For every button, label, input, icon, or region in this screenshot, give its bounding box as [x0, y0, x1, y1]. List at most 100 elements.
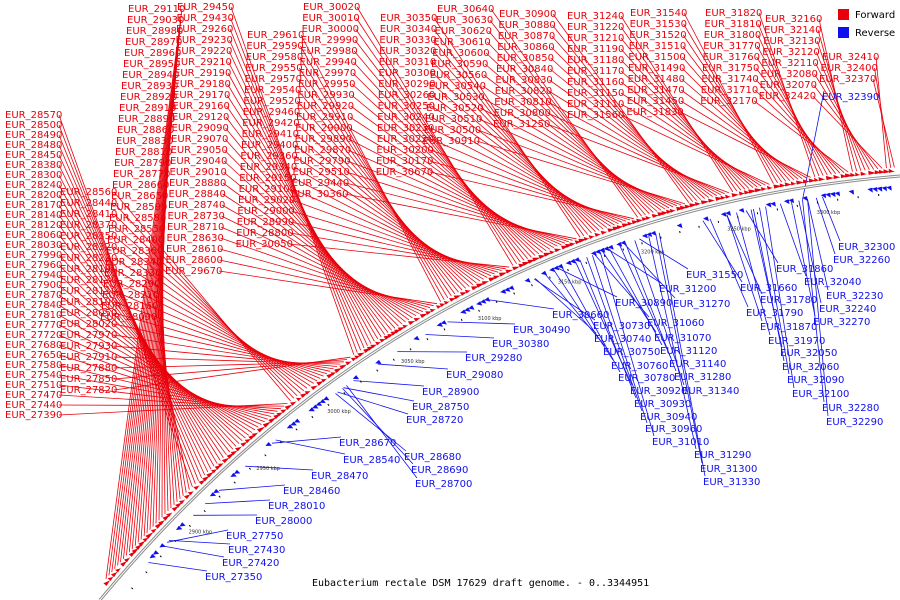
forward-gene-label[interactable]: EUR_32170 — [700, 96, 757, 107]
forward-gene-label[interactable]: EUR_30840 — [496, 64, 553, 75]
forward-gene-label[interactable]: EUR_27990 — [5, 250, 62, 261]
forward-gene-label[interactable]: EUR_28980 — [126, 26, 183, 37]
reverse-gene-label[interactable]: EUR_30730 — [593, 321, 650, 332]
forward-gene-label[interactable]: EUR_29450 — [177, 2, 234, 13]
forward-gene-label[interactable]: EUR_27650 — [5, 350, 62, 361]
forward-gene-label[interactable]: EUR_29150 — [239, 173, 296, 184]
forward-gene-label[interactable]: EUR_28210 — [102, 290, 159, 301]
forward-gene-label[interactable]: EUR_29910 — [296, 112, 353, 123]
forward-gene-label[interactable]: EUR_28490 — [5, 130, 62, 141]
forward-gene-label[interactable]: EUR_28170 — [5, 200, 62, 211]
forward-gene-label[interactable]: EUR_27880 — [60, 363, 117, 374]
forward-gene-label[interactable]: EUR_27470 — [5, 390, 62, 401]
forward-gene-label[interactable]: EUR_29980 — [300, 46, 357, 57]
forward-gene-label[interactable]: EUR_28660 — [112, 180, 169, 191]
forward-gene-label[interactable]: EUR_29540 — [244, 85, 301, 96]
forward-gene-label[interactable]: EUR_29360 — [240, 151, 297, 162]
reverse-gene-label[interactable]: EUR_27420 — [222, 558, 279, 569]
forward-gene-label[interactable]: EUR_32110 — [761, 58, 818, 69]
forward-gene-label[interactable]: EUR_28120 — [5, 220, 62, 231]
forward-gene-label[interactable]: EUR_31450 — [627, 96, 684, 107]
forward-gene-label[interactable]: EUR_29190 — [174, 68, 231, 79]
reverse-gene-label[interactable]: EUR_31200 — [659, 284, 716, 295]
reverse-gene-label[interactable]: EUR_32280 — [822, 403, 879, 414]
forward-gene-label[interactable]: EUR_28950 — [123, 59, 180, 70]
forward-gene-label[interactable]: EUR_28100 — [60, 297, 117, 308]
reverse-gene-label[interactable]: EUR_30740 — [594, 334, 651, 345]
reverse-gene-label[interactable]: EUR_32090 — [787, 375, 844, 386]
forward-gene-label[interactable]: EUR_28380 — [5, 160, 62, 171]
forward-gene-label[interactable]: EUR_29590 — [246, 41, 303, 52]
reverse-gene-label[interactable]: EUR_32060 — [782, 362, 839, 373]
forward-gene-label[interactable]: EUR_30540 — [429, 81, 486, 92]
reverse-gene-label[interactable]: EUR_32240 — [819, 304, 876, 315]
forward-gene-label[interactable]: EUR_32130 — [763, 36, 820, 47]
forward-gene-label[interactable]: EUR_30510 — [425, 114, 482, 125]
forward-gene-label[interactable]: EUR_30640 — [437, 4, 494, 15]
forward-gene-label[interactable]: EUR_28030 — [5, 240, 62, 251]
forward-gene-label[interactable]: EUR_28320 — [60, 242, 117, 253]
forward-gene-label[interactable]: EUR_27680 — [5, 340, 62, 351]
forward-gene-label[interactable]: EUR_28920 — [120, 92, 177, 103]
reverse-gene-label[interactable]: EUR_30780 — [618, 373, 675, 384]
reverse-gene-label[interactable]: EUR_31060 — [647, 318, 704, 329]
forward-gene-label[interactable]: EUR_29670 — [165, 266, 222, 277]
reverse-gene-label[interactable]: EUR_31790 — [746, 308, 803, 319]
forward-gene-label[interactable]: EUR_30530 — [427, 92, 484, 103]
forward-gene-label[interactable]: EUR_30290 — [378, 79, 435, 90]
reverse-gene-label[interactable]: EUR_30660 — [552, 310, 609, 321]
forward-gene-label[interactable]: EUR_30170 — [376, 156, 433, 167]
reverse-gene-label[interactable]: EUR_31870 — [760, 322, 817, 333]
forward-gene-label[interactable]: EUR_31820 — [705, 8, 762, 19]
forward-gene-label[interactable]: EUR_28580 — [109, 213, 166, 224]
forward-gene-label[interactable]: EUR_31220 — [567, 22, 624, 33]
forward-gene-label[interactable]: EUR_30830 — [495, 75, 552, 86]
forward-gene-label[interactable]: EUR_28110 — [60, 286, 117, 297]
forward-gene-label[interactable]: EUR_28160 — [101, 301, 158, 312]
forward-gene-label[interactable]: EUR_29550 — [245, 63, 302, 74]
forward-gene-label[interactable]: EUR_29040 — [170, 156, 227, 167]
reverse-gene-label[interactable]: EUR_31070 — [654, 333, 711, 344]
forward-gene-label[interactable]: EUR_28710 — [167, 222, 224, 233]
forward-gene-label[interactable]: EUR_28360 — [106, 246, 163, 257]
forward-gene-label[interactable]: EUR_30560 — [430, 70, 487, 81]
forward-gene-label[interactable]: EUR_30200 — [376, 145, 433, 156]
forward-gene-label[interactable]: EUR_28130 — [60, 275, 117, 286]
forward-gene-label[interactable]: EUR_27850 — [60, 374, 117, 385]
forward-gene-label[interactable]: EUR_29990 — [301, 35, 358, 46]
reverse-gene-label[interactable]: EUR_31010 — [652, 437, 709, 448]
reverse-gene-label[interactable]: EUR_30960 — [645, 424, 702, 435]
forward-gene-label[interactable]: EUR_28830 — [116, 136, 173, 147]
forward-gene-label[interactable]: EUR_28600 — [166, 255, 223, 266]
forward-gene-label[interactable]: EUR_31560 — [567, 110, 624, 121]
forward-gene-label[interactable]: EUR_30860 — [497, 42, 554, 53]
forward-gene-label[interactable]: EUR_29170 — [173, 90, 230, 101]
forward-gene-label[interactable]: EUR_31250 — [493, 119, 550, 130]
forward-gene-label[interactable]: EUR_28480 — [5, 140, 62, 151]
forward-gene-label[interactable]: EUR_31190 — [567, 44, 624, 55]
forward-gene-label[interactable]: EUR_29000 — [237, 206, 294, 217]
forward-gene-label[interactable]: EUR_28290 — [103, 279, 160, 290]
forward-gene-label[interactable]: EUR_27440 — [5, 400, 62, 411]
reverse-gene-label[interactable]: EUR_28000 — [255, 516, 312, 527]
forward-gene-label[interactable]: EUR_30670 — [376, 167, 433, 178]
reverse-gene-label[interactable]: EUR_31140 — [669, 359, 726, 370]
reverse-gene-label[interactable]: EUR_32040 — [804, 277, 861, 288]
forward-gene-label[interactable]: EUR_28410 — [60, 209, 117, 220]
forward-gene-label[interactable]: EUR_31750 — [702, 63, 759, 74]
reverse-gene-label[interactable]: EUR_31780 — [760, 295, 817, 306]
reverse-gene-label[interactable]: EUR_32230 — [826, 291, 883, 302]
forward-gene-label[interactable]: EUR_31500 — [628, 52, 685, 63]
reverse-gene-label[interactable]: EUR_31340 — [682, 386, 739, 397]
forward-gene-label[interactable]: EUR_27930 — [60, 341, 117, 352]
forward-gene-label[interactable]: EUR_30610 — [433, 37, 490, 48]
forward-gene-label[interactable]: EUR_30350 — [380, 13, 437, 24]
reverse-gene-label[interactable]: EUR_28900 — [422, 387, 479, 398]
forward-gene-label[interactable]: EUR_28770 — [113, 169, 170, 180]
forward-gene-label[interactable]: EUR_30050 — [236, 239, 293, 250]
forward-gene-label[interactable]: EUR_29010 — [170, 167, 227, 178]
forward-gene-label[interactable]: EUR_29430 — [177, 13, 234, 24]
reverse-gene-label[interactable]: EUR_31970 — [768, 336, 825, 347]
forward-gene-label[interactable]: EUR_29510 — [293, 167, 350, 178]
reverse-gene-label[interactable]: EUR_28690 — [411, 465, 468, 476]
